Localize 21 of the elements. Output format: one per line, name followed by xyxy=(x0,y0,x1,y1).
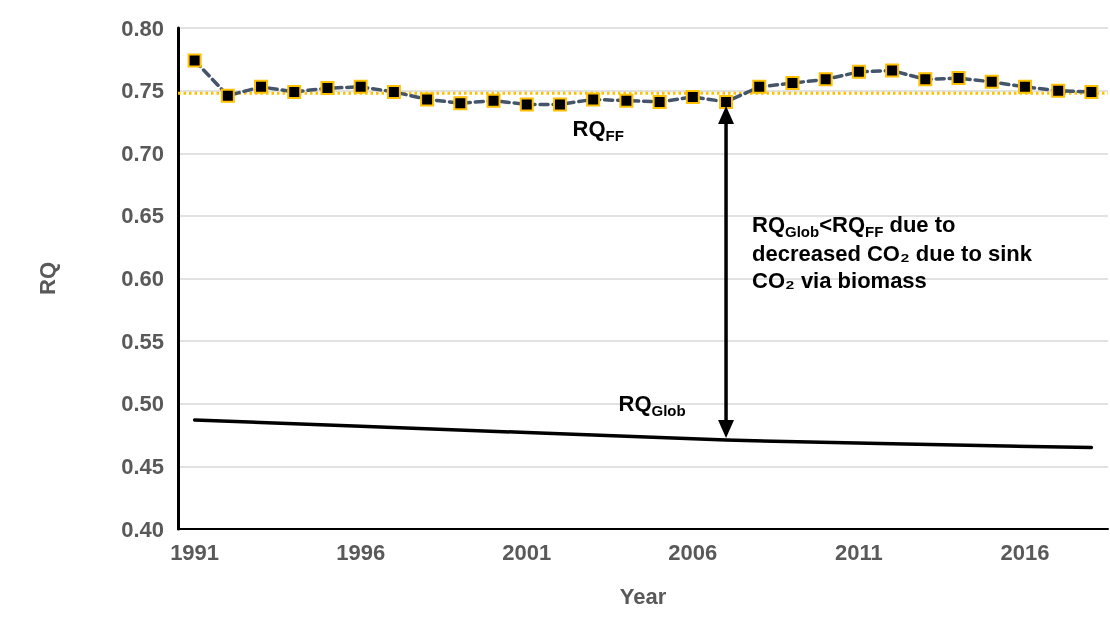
x-tick-label: 1996 xyxy=(336,539,386,565)
y-tick-label: 0.50 xyxy=(121,391,164,417)
y-tick-label: 0.65 xyxy=(121,203,164,229)
x-tick-label: 1991 xyxy=(170,539,220,565)
annotation: RQ$_{Glob}$ xyxy=(618,390,686,420)
x-tick-label: 2006 xyxy=(668,539,718,565)
y-tick-label: 0.75 xyxy=(121,78,164,104)
y-tick-label: 0.55 xyxy=(121,328,164,354)
annotation: RQ$_{Glob}$<RQ$_{FF}$ due to decreased CO₂ due to sink CO₂ via biomass xyxy=(752,212,1033,295)
x-tick-label: 2016 xyxy=(1000,539,1050,565)
y-tick-label: 0.70 xyxy=(121,140,164,166)
y-tick-label: 0.80 xyxy=(121,15,164,41)
x-axis-title: Year xyxy=(619,583,667,609)
x-tick-label: 2001 xyxy=(502,539,552,565)
x-tick-label: 2011 xyxy=(835,539,883,565)
line-series xyxy=(192,418,1094,450)
y-axis-title: RQ xyxy=(34,262,60,295)
y-tick-label: 0.45 xyxy=(121,453,164,479)
y-tick-label: 0.40 xyxy=(121,516,164,542)
annotation: RQ$_{FF}$ xyxy=(572,115,624,145)
y-tick-label: 0.60 xyxy=(121,266,164,291)
